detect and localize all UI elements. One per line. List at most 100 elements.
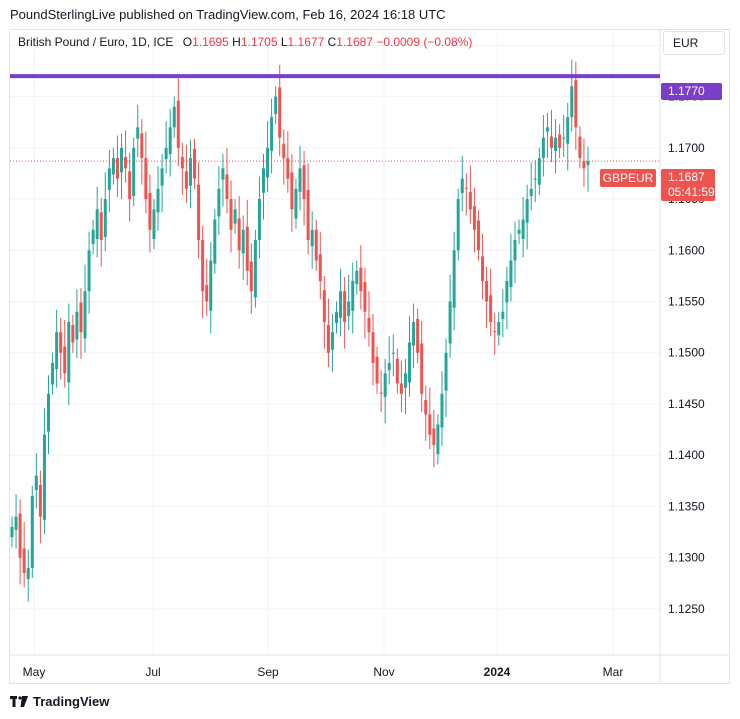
change-value: −0.0009 (−0.08%) [376,35,473,49]
candle-body [549,136,553,148]
candle-body [26,567,30,580]
candle-body [237,218,241,251]
x-tick-label: Jul [145,665,160,679]
tradingview-footer[interactable]: TradingView [10,694,109,709]
candle-body [87,250,91,292]
candle-body [132,147,136,196]
candle-body [225,174,229,200]
candle-body [67,322,71,383]
low-value: 1.1677 [287,35,325,49]
candle-body [432,428,436,445]
candle-body [375,356,379,384]
candle-body [562,137,566,139]
candle-body [144,158,148,200]
candle-body [578,136,582,159]
candle-body [428,414,432,435]
candle-body [485,281,489,302]
candle-body [71,325,75,343]
y-tick-label: 1.1500 [668,346,705,360]
x-tick-label: Mar [603,665,624,679]
symbol-price-tag[interactable]: GBPEUR [600,169,656,187]
close-value: 1.1687 [336,35,373,49]
candle-body [257,199,261,241]
level-price-tag[interactable]: 1.1770 [661,83,722,100]
candle-body [570,86,574,118]
candle-body [582,161,586,169]
tradingview-logo-icon [10,696,28,707]
candle-body [541,137,545,159]
candle-body [456,199,460,251]
candle-body [464,187,468,189]
candle-body [245,226,249,271]
candle-body [91,229,95,245]
current-price-tag[interactable]: 1.1687 05:41:59 [661,169,715,201]
candle-body [270,117,274,151]
candle-body [184,171,188,189]
candle-body [128,171,132,200]
candle-body [221,168,225,180]
candle-body [460,178,464,193]
candle-body [124,157,128,169]
candle-body [554,137,558,151]
y-tick-label: 1.1250 [668,602,705,616]
candle-body [249,261,253,292]
candle-body [314,229,318,261]
candle-body [403,373,407,388]
candle-body [517,229,521,234]
candle-body [395,358,399,384]
candle-body [509,260,513,288]
y-tick-label: 1.1700 [668,141,705,155]
candle-body [383,373,387,397]
y-tick-label: 1.1550 [668,295,705,309]
candle-body [79,302,83,333]
high-value: 1.1705 [240,35,278,49]
candle-body [205,285,209,302]
candle-body [261,168,265,193]
candle-body [115,158,119,179]
candle-body [266,147,270,178]
candle-body [47,393,51,432]
candle-body [326,325,330,353]
candle-body [193,148,197,179]
ohlc-legend: British Pound / Euro, 1D, ICE O1.1695 H1… [18,35,472,49]
candle-body [209,260,213,311]
candle-body [521,219,525,240]
candle-body [136,127,140,139]
candle-body [444,352,448,391]
candle-body [180,157,184,169]
chart-frame[interactable] [9,29,730,684]
candle-body [164,147,168,160]
candle-body [412,322,416,346]
candle-body [481,256,485,282]
candle-body [286,158,290,179]
candle-body [529,188,533,196]
candle-body [472,206,476,230]
open-label: O [182,35,193,49]
candle-body [63,346,67,374]
candle-body [533,178,537,180]
candle-body [391,352,395,354]
candle-body [298,168,302,192]
candle-body [440,393,444,428]
candle-body [318,254,322,282]
candle-body [424,399,428,415]
candle-body [160,168,164,186]
candle-body [489,295,493,323]
candle-body [83,291,87,339]
candle-body [120,147,124,173]
candle-body [156,188,160,213]
candle-body [343,291,347,323]
footer-brand: TradingView [33,694,110,709]
candle-body [367,317,371,333]
candle-body [111,158,115,175]
candle-body [493,331,497,333]
candle-body [558,134,562,148]
candle-body [107,168,111,190]
candle-body [302,165,306,200]
currency-button[interactable]: EUR [663,31,725,55]
candle-body [14,516,18,530]
current-price-value: 1.1687 [668,170,705,184]
candle-body [217,188,221,217]
candle-body [294,188,298,219]
